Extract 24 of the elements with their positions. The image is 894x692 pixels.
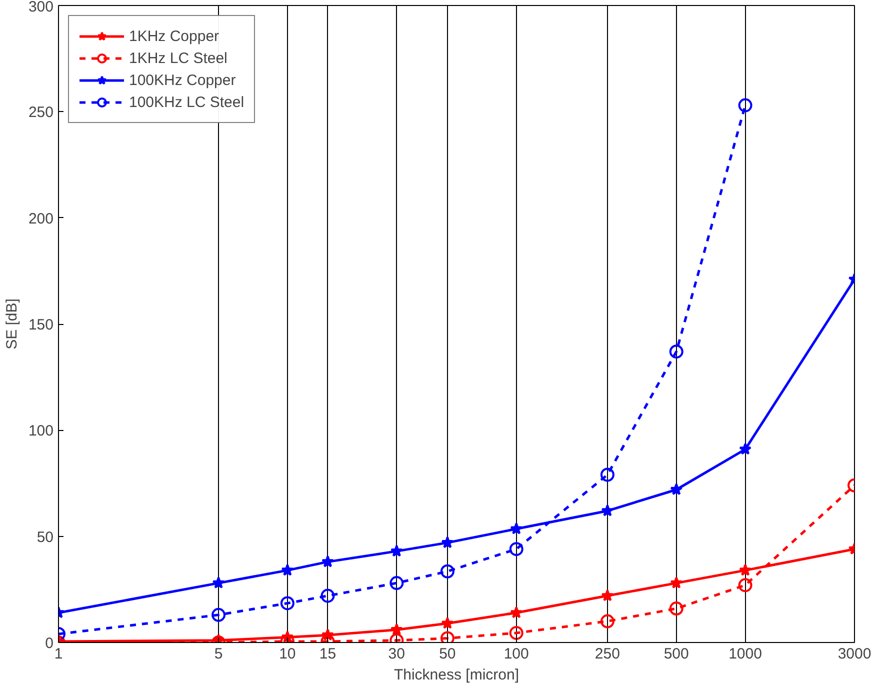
y-tick-label: 100 — [28, 422, 54, 440]
legend-label: 100KHz Copper — [129, 72, 236, 88]
x-tick-label: 3000 — [838, 646, 872, 662]
legend-label: 1KHz Copper — [129, 28, 220, 44]
y-tick-label: 0 — [45, 635, 54, 652]
y-tick-label: 200 — [28, 210, 54, 228]
x-axis-title: Thickness [micron] — [394, 666, 520, 684]
x-tick-label: 1 — [54, 646, 63, 662]
x-tick-label: 100 — [504, 646, 529, 662]
y-tick-label: 300 — [28, 0, 54, 16]
x-tick-label: 30 — [388, 646, 405, 662]
x-tick-label: 10 — [279, 646, 296, 662]
y-tick-label: 250 — [28, 104, 54, 122]
legend-label: 100KHz LC Steel — [129, 94, 244, 110]
y-tick-label: 50 — [36, 528, 54, 546]
x-tick-label: 250 — [594, 646, 620, 662]
y-tick-label: 150 — [28, 316, 54, 334]
x-tick-label: 1000 — [728, 646, 762, 662]
legend-label: 1KHz LC Steel — [129, 50, 228, 66]
x-tick-label: 50 — [439, 646, 456, 662]
y-axis-title: SE [dB] — [3, 298, 20, 350]
x-tick-label: 500 — [664, 646, 689, 662]
x-tick-label: 15 — [319, 646, 336, 662]
x-tick-label: 5 — [214, 646, 223, 662]
